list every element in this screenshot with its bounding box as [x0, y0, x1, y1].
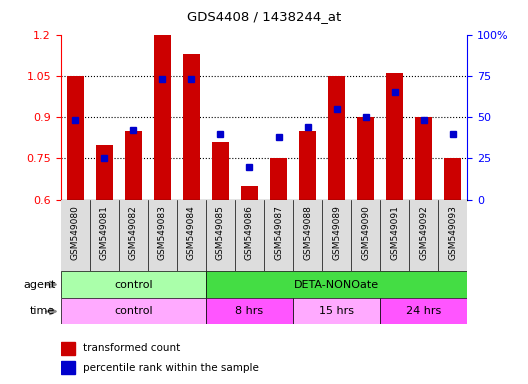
Bar: [206, 298, 293, 324]
Text: GSM549092: GSM549092: [419, 205, 428, 260]
Bar: [61, 361, 75, 374]
Text: GSM549086: GSM549086: [245, 205, 254, 260]
Bar: [67, 76, 84, 200]
Text: time: time: [30, 306, 55, 316]
Text: GSM549080: GSM549080: [71, 205, 80, 260]
Bar: [415, 117, 432, 200]
Bar: [183, 54, 200, 200]
Bar: [357, 117, 374, 200]
Text: GSM549090: GSM549090: [361, 205, 370, 260]
Bar: [61, 271, 206, 298]
Bar: [299, 131, 316, 200]
Text: GSM549085: GSM549085: [216, 205, 225, 260]
Text: DETA-NONOate: DETA-NONOate: [294, 280, 379, 290]
Bar: [154, 35, 171, 200]
Bar: [293, 298, 380, 324]
Bar: [380, 298, 467, 324]
Text: GSM549081: GSM549081: [100, 205, 109, 260]
Text: GSM549091: GSM549091: [390, 205, 399, 260]
Bar: [444, 159, 461, 200]
Text: GSM549083: GSM549083: [158, 205, 167, 260]
Text: GSM549088: GSM549088: [303, 205, 312, 260]
Text: control: control: [114, 280, 153, 290]
Bar: [241, 186, 258, 200]
Text: 24 hrs: 24 hrs: [406, 306, 441, 316]
Bar: [212, 142, 229, 200]
Text: 8 hrs: 8 hrs: [235, 306, 263, 316]
Bar: [328, 76, 345, 200]
Text: GSM549084: GSM549084: [187, 205, 196, 260]
Text: GSM549089: GSM549089: [332, 205, 341, 260]
Bar: [61, 342, 75, 355]
Bar: [96, 145, 113, 200]
Text: transformed count: transformed count: [83, 343, 181, 354]
Text: GSM549087: GSM549087: [274, 205, 283, 260]
Text: percentile rank within the sample: percentile rank within the sample: [83, 362, 259, 373]
Bar: [386, 73, 403, 200]
Text: control: control: [114, 306, 153, 316]
Bar: [270, 159, 287, 200]
Text: agent: agent: [23, 280, 55, 290]
Text: 15 hrs: 15 hrs: [319, 306, 354, 316]
Text: GSM549082: GSM549082: [129, 205, 138, 260]
Text: GDS4408 / 1438244_at: GDS4408 / 1438244_at: [187, 10, 341, 23]
Bar: [206, 271, 467, 298]
Bar: [125, 131, 142, 200]
Bar: [61, 298, 206, 324]
Text: GSM549093: GSM549093: [448, 205, 457, 260]
